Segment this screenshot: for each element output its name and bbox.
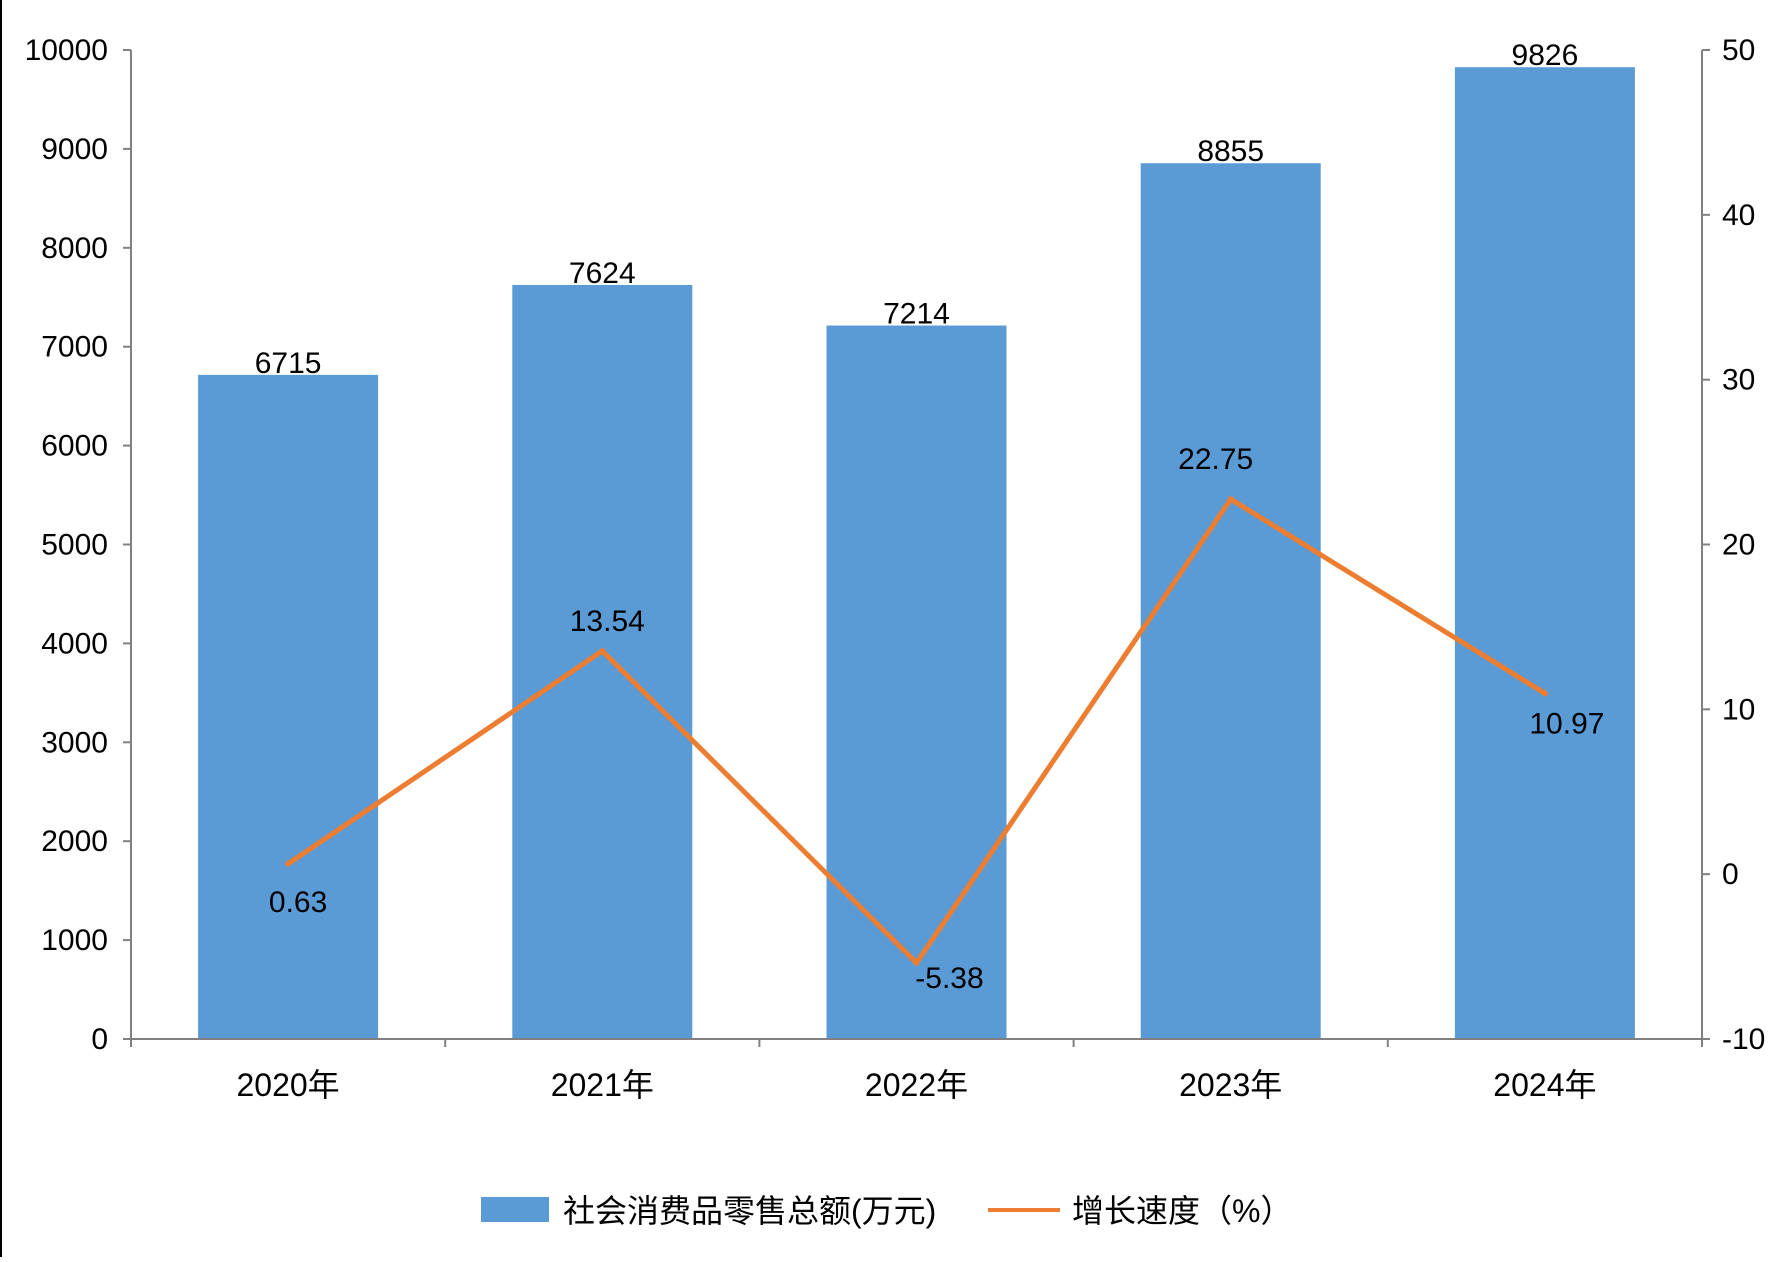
y-left-tick-label-10: 10000	[25, 34, 108, 67]
bar-value-label-1: 7624	[569, 257, 636, 290]
y-right-tick-label-5: 40	[1722, 199, 1755, 232]
growth-point-4	[1541, 690, 1548, 697]
growth-value-label-4: 10.97	[1529, 707, 1604, 740]
legend-label-bar: 社会消费品零售总额(万元)	[563, 1193, 936, 1229]
growth-value-label-1: 13.54	[570, 605, 645, 638]
y-left-tick-label-3: 3000	[41, 726, 108, 759]
bar-3	[1140, 163, 1321, 1040]
y-right-tick-label-2: 10	[1722, 693, 1755, 726]
bar-1	[512, 284, 693, 1039]
growth-value-label-3: 22.75	[1178, 443, 1253, 476]
y-right-tick-label-1: 0	[1722, 858, 1739, 891]
bar-value-label-3: 8855	[1197, 135, 1264, 168]
y-right-tick-label-6: 50	[1722, 34, 1755, 67]
y-left-tick-label-2: 2000	[41, 825, 108, 858]
x-tick-label-0: 2020年	[236, 1067, 339, 1103]
x-tick-label-2: 2022年	[865, 1067, 968, 1103]
bar-value-label-0: 6715	[255, 347, 322, 380]
legend-label-line: 增长速度（%）	[1072, 1193, 1292, 1229]
y-left-tick-label-5: 5000	[41, 529, 108, 562]
growth-value-label-2: -5.38	[915, 962, 983, 995]
data-labels: 6715 7624 7214 8855 9826 0.63 13.54 -5.38 22.75 1…	[255, 39, 1605, 995]
y-left-tick-label-4: 4000	[41, 627, 108, 660]
y-right-tick-label-4: 30	[1722, 364, 1755, 397]
growth-point-2	[913, 959, 920, 966]
bar-series	[198, 67, 1635, 1040]
bar-value-label-4: 9826	[1512, 39, 1579, 72]
y-left-tick-label-8: 8000	[41, 232, 108, 265]
y-left-tick-label-6: 6000	[41, 430, 108, 463]
y-left-tick-label-7: 7000	[41, 331, 108, 364]
bar-4	[1454, 67, 1635, 1039]
line-series	[285, 496, 1548, 966]
y-left-tick-label-9: 9000	[41, 133, 108, 166]
legend-swatch-bar	[481, 1197, 549, 1222]
x-tick-label-1: 2021年	[551, 1067, 654, 1103]
x-tick-label-3: 2023年	[1179, 1067, 1282, 1103]
growth-point-3	[1227, 496, 1234, 503]
bar-2	[826, 325, 1007, 1039]
y-left-tick-label-0: 0	[91, 1023, 108, 1056]
y-right-tick-label-0: -10	[1722, 1023, 1765, 1056]
bar-value-label-2: 7214	[883, 298, 950, 331]
y-right-tick-label-3: 20	[1722, 529, 1755, 562]
y-left-tick-label-1: 1000	[41, 924, 108, 957]
growth-point-0	[285, 860, 292, 867]
bar-0	[198, 374, 379, 1040]
growth-point-1	[599, 647, 606, 654]
x-tick-label-4: 2024年	[1493, 1067, 1596, 1103]
growth-value-label-0: 0.63	[269, 886, 327, 919]
legend: 社会消费品零售总额(万元) 增长速度（%）	[481, 1193, 1292, 1229]
